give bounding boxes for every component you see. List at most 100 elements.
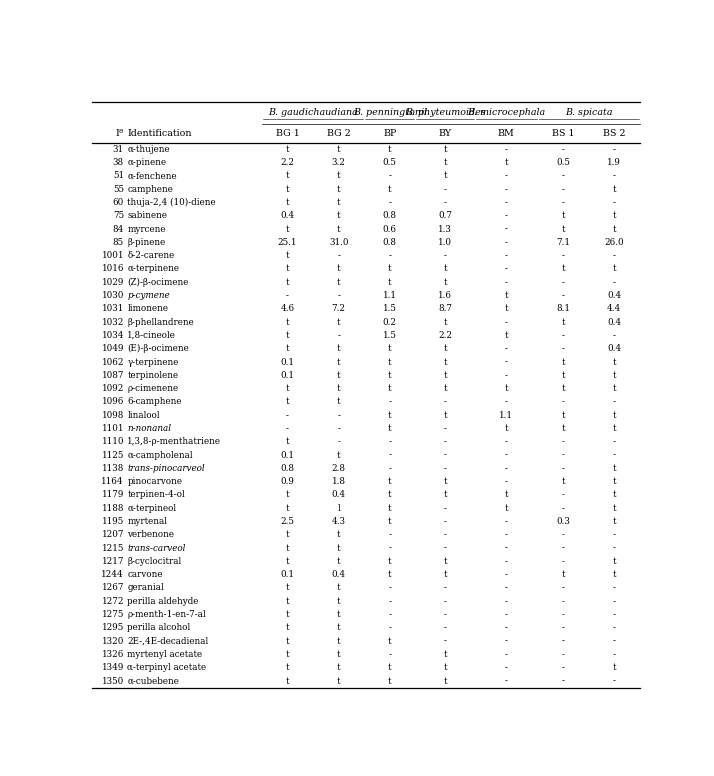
Text: -: - bbox=[562, 331, 565, 340]
Text: 0.6: 0.6 bbox=[383, 224, 397, 234]
Text: -: - bbox=[286, 291, 289, 300]
Text: -: - bbox=[505, 171, 508, 181]
Text: α-pinene: α-pinene bbox=[127, 158, 166, 167]
Text: -: - bbox=[505, 557, 508, 566]
Text: t: t bbox=[337, 371, 341, 379]
Text: t: t bbox=[561, 424, 565, 433]
Text: -: - bbox=[562, 171, 565, 181]
Text: t: t bbox=[505, 158, 508, 167]
Text: t: t bbox=[443, 317, 447, 327]
Text: t: t bbox=[613, 358, 616, 366]
Text: 38: 38 bbox=[113, 158, 124, 167]
Text: 1275: 1275 bbox=[101, 610, 124, 619]
Text: -: - bbox=[443, 437, 446, 446]
Text: -: - bbox=[613, 171, 615, 181]
Text: t: t bbox=[443, 677, 447, 685]
Text: -: - bbox=[505, 185, 508, 194]
Text: t: t bbox=[286, 650, 289, 659]
Text: -: - bbox=[562, 437, 565, 446]
Text: 55: 55 bbox=[113, 185, 124, 194]
Text: 0.4: 0.4 bbox=[331, 490, 346, 500]
Text: t: t bbox=[561, 358, 565, 366]
Text: -: - bbox=[562, 597, 565, 606]
Text: 1179: 1179 bbox=[101, 490, 124, 500]
Text: t: t bbox=[337, 345, 341, 353]
Text: B. microcephala: B. microcephala bbox=[467, 109, 545, 117]
Text: t: t bbox=[337, 677, 341, 685]
Text: t: t bbox=[443, 477, 447, 486]
Text: camphene: camphene bbox=[127, 185, 173, 194]
Text: -: - bbox=[388, 451, 391, 459]
Text: -: - bbox=[443, 464, 446, 473]
Text: 1.8: 1.8 bbox=[331, 477, 346, 486]
Text: -: - bbox=[613, 584, 615, 592]
Text: 1207: 1207 bbox=[101, 530, 124, 539]
Text: t: t bbox=[443, 371, 447, 379]
Text: -: - bbox=[505, 145, 508, 154]
Text: -: - bbox=[562, 677, 565, 685]
Text: t: t bbox=[286, 610, 289, 619]
Text: -: - bbox=[613, 331, 615, 340]
Text: -: - bbox=[337, 437, 340, 446]
Text: -: - bbox=[443, 251, 446, 260]
Text: -: - bbox=[505, 251, 508, 260]
Text: (Z)-β-ocimene: (Z)-β-ocimene bbox=[127, 278, 188, 287]
Text: t: t bbox=[337, 278, 341, 287]
Text: -: - bbox=[337, 331, 340, 340]
Text: -: - bbox=[613, 677, 615, 685]
Text: -: - bbox=[505, 623, 508, 632]
Text: -: - bbox=[613, 597, 615, 606]
Text: -: - bbox=[443, 198, 446, 207]
Text: 1092: 1092 bbox=[101, 384, 124, 393]
Text: -: - bbox=[505, 636, 508, 646]
Text: -: - bbox=[562, 610, 565, 619]
Text: t: t bbox=[337, 145, 341, 154]
Text: t: t bbox=[286, 198, 289, 207]
Text: α-cubebene: α-cubebene bbox=[127, 677, 179, 685]
Text: 2.5: 2.5 bbox=[281, 517, 294, 526]
Text: -: - bbox=[337, 251, 340, 260]
Text: BG 1: BG 1 bbox=[276, 130, 299, 138]
Text: t: t bbox=[337, 171, 341, 181]
Text: t: t bbox=[337, 265, 341, 273]
Text: β-pinene: β-pinene bbox=[127, 238, 166, 247]
Text: t: t bbox=[286, 584, 289, 592]
Text: 51: 51 bbox=[113, 171, 124, 181]
Text: 1062: 1062 bbox=[101, 358, 124, 366]
Text: t: t bbox=[613, 517, 616, 526]
Text: 0.5: 0.5 bbox=[383, 158, 397, 167]
Text: t: t bbox=[443, 384, 447, 393]
Text: p-cymene: p-cymene bbox=[127, 291, 170, 300]
Text: -: - bbox=[388, 397, 391, 407]
Text: t: t bbox=[443, 557, 447, 566]
Text: 84: 84 bbox=[113, 224, 124, 234]
Text: -: - bbox=[443, 424, 446, 433]
Text: 1195: 1195 bbox=[101, 517, 124, 526]
Text: t: t bbox=[505, 304, 508, 314]
Text: 26.0: 26.0 bbox=[605, 238, 624, 247]
Text: 1.5: 1.5 bbox=[383, 304, 397, 314]
Text: t: t bbox=[613, 663, 616, 672]
Text: t: t bbox=[388, 371, 391, 379]
Text: t: t bbox=[613, 570, 616, 579]
Text: -: - bbox=[505, 610, 508, 619]
Text: 7.1: 7.1 bbox=[556, 238, 570, 247]
Text: -: - bbox=[388, 610, 391, 619]
Text: -: - bbox=[562, 623, 565, 632]
Text: 1244: 1244 bbox=[101, 570, 124, 579]
Text: 2.8: 2.8 bbox=[331, 464, 346, 473]
Text: t: t bbox=[443, 663, 447, 672]
Text: -: - bbox=[562, 145, 565, 154]
Text: -: - bbox=[613, 145, 615, 154]
Text: t: t bbox=[388, 570, 391, 579]
Text: -: - bbox=[505, 650, 508, 659]
Text: BG 2: BG 2 bbox=[327, 130, 351, 138]
Text: -: - bbox=[388, 198, 391, 207]
Text: t: t bbox=[505, 424, 508, 433]
Text: -: - bbox=[443, 504, 446, 513]
Text: 1096: 1096 bbox=[101, 397, 124, 407]
Text: 8.1: 8.1 bbox=[556, 304, 570, 314]
Text: sabinene: sabinene bbox=[127, 211, 167, 220]
Text: myrtenal: myrtenal bbox=[127, 517, 167, 526]
Text: 7.2: 7.2 bbox=[331, 304, 346, 314]
